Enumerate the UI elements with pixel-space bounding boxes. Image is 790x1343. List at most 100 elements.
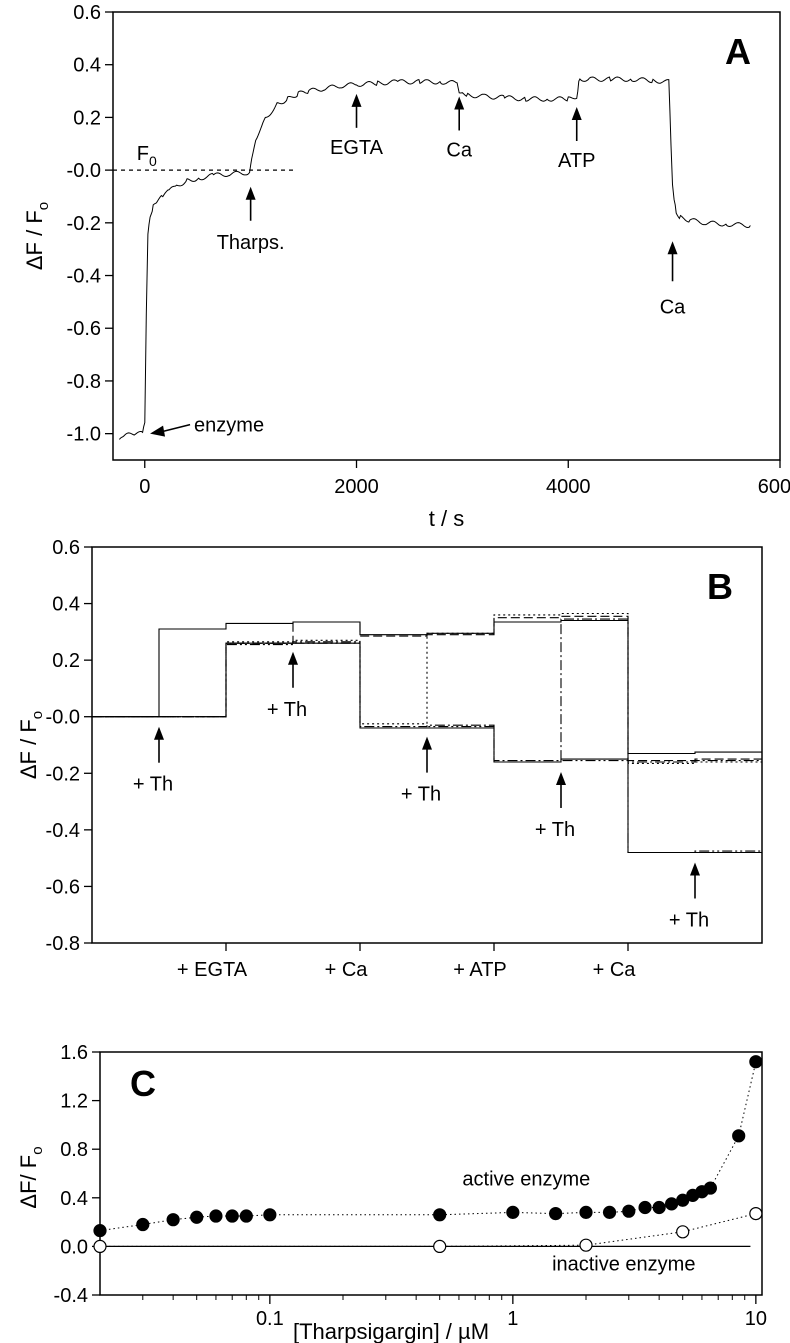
y-tick-label: -1.0: [67, 424, 101, 446]
y-tick-label: 0.4: [73, 55, 101, 77]
x-tick-label: 1: [507, 1308, 518, 1330]
annotation-th-1: + Th: [133, 774, 173, 796]
panel-label: A: [725, 31, 751, 72]
y-axis-title-subscript: o: [29, 1146, 46, 1154]
y-tick-label: -0.0: [46, 707, 80, 729]
series-label-active-enzyme: active enzyme: [462, 1169, 590, 1191]
y-tick-label: -0.2: [46, 763, 80, 785]
y-axis-title: ΔF / Fo: [16, 711, 46, 779]
reference-line-label: F0: [137, 143, 157, 169]
annotation-ca-1-arrow-head: [454, 96, 465, 110]
active-enzyme-point: [263, 1208, 277, 1222]
x-tick-label: + Ca: [593, 959, 637, 981]
x-tick-label: 6000: [758, 476, 790, 498]
y-axis-title-subscript: o: [29, 711, 46, 719]
x-tick-label: 4000: [546, 476, 591, 498]
annotation-enzyme-head: [150, 425, 166, 437]
y-tick-label: 0.6: [52, 537, 80, 559]
annotation-tharps-arrow-head: [245, 186, 256, 200]
active-enzyme-point: [664, 1197, 679, 1211]
active-enzyme-point: [732, 1129, 746, 1143]
annotation-th-2: + Th: [267, 699, 307, 721]
inactive-enzyme-point: [676, 1225, 690, 1239]
annotation-ca-2: Ca: [660, 296, 686, 318]
annotation-th-5-arrow-head: [690, 862, 700, 876]
plot-frame: [112, 11, 781, 461]
x-tick-label: 0: [139, 476, 150, 498]
y-tick-label: 1.2: [60, 1091, 88, 1113]
annotation-th-1-arrow-head: [154, 726, 164, 740]
y-tick-label: -0.2: [67, 213, 101, 235]
x-tick-label: 10: [745, 1308, 767, 1330]
y-axis-title: ΔF/ Fo: [16, 1146, 46, 1208]
y-tick-label: -0.6: [67, 318, 101, 340]
annotation-egta: EGTA: [330, 137, 384, 159]
annotation-ca-1: Ca: [446, 139, 472, 161]
y-tick-label: -0.6: [46, 876, 80, 898]
panel-label: B: [707, 566, 733, 607]
y-tick-label: -0.8: [46, 933, 80, 955]
active-enzyme-point: [703, 1181, 717, 1195]
x-tick-label: + Ca: [325, 959, 369, 981]
annotation-egta-arrow-head: [351, 93, 362, 107]
y-tick-label: -0.0: [67, 160, 101, 182]
active-enzyme-point: [506, 1205, 520, 1219]
series-trace-6: [92, 642, 762, 854]
annotation-th-4-arrow-head: [556, 771, 566, 785]
y-axis-title-main: ΔF / F: [16, 719, 41, 779]
y-tick-label: 0.4: [52, 594, 80, 616]
active-enzyme-point: [93, 1224, 107, 1238]
x-tick-label: 0.1: [256, 1308, 284, 1330]
active-enzyme-point: [652, 1200, 666, 1215]
y-tick-label: -0.4: [54, 1285, 88, 1307]
active-enzyme-point: [190, 1210, 204, 1224]
panel-a: 0.6 0.4 0.2 -0.0 -0.2 -0.4 -0.6 -0.8 -1.0 0 2000 40…: [22, 2, 790, 531]
y-tick-label: -0.4: [67, 266, 101, 288]
panel-label: C: [130, 1063, 156, 1104]
active-enzyme-point: [433, 1208, 447, 1222]
y-tick-label: 0.6: [73, 2, 101, 24]
active-enzyme-point: [239, 1209, 253, 1223]
active-enzyme-point: [749, 1055, 763, 1069]
x-axis-title: t / s: [429, 506, 464, 531]
active-enzyme-point: [549, 1206, 563, 1221]
inactive-enzyme-point: [749, 1206, 763, 1221]
annotation-th-3-arrow-head: [422, 736, 432, 750]
active-enzyme-point: [638, 1200, 652, 1215]
annotation-tharps: Tharps.: [217, 232, 285, 254]
annotation-atp: ATP: [558, 150, 595, 172]
active-enzyme-point: [136, 1217, 150, 1232]
y-tick-label: 1.6: [60, 1042, 88, 1064]
panel-c: 1.6 1.2 0.8 0.4 0.0 -0.4 0.1 1 10 [Tharpsigargin]…: [16, 1042, 767, 1343]
active-enzyme-point: [602, 1205, 617, 1219]
x-tick-label: + ATP: [453, 959, 507, 981]
y-tick-label: 0.4: [60, 1188, 88, 1210]
annotation-th-2-arrow-head: [288, 651, 298, 665]
inactive-enzyme-point: [93, 1239, 107, 1254]
panel-b: 0.6 0.4 0.2 -0.0 -0.2 -0.4 -0.6 -0.8 + EGTA + Ca +…: [16, 537, 763, 981]
active-enzyme-point: [209, 1209, 223, 1223]
annotation-th-5: + Th: [669, 909, 709, 931]
y-axis-title-main: ΔF/ F: [16, 1155, 41, 1209]
y-tick-label: 0.0: [60, 1236, 88, 1258]
y-tick-label: 0.2: [73, 107, 101, 129]
annotation-th-3: + Th: [401, 784, 441, 806]
active-enzyme-point: [622, 1204, 636, 1218]
fluorescence-trace: [119, 76, 751, 440]
active-enzyme-point: [225, 1209, 239, 1223]
x-tick-label: 2000: [334, 476, 379, 498]
plot-frame: [91, 546, 763, 944]
reference-line-label-main: F: [137, 143, 149, 165]
inactive-enzyme-point: [579, 1238, 593, 1252]
y-tick-label: -0.8: [67, 371, 101, 393]
y-axis-title-main: ΔF / F: [22, 210, 47, 270]
active-enzyme-point: [166, 1213, 180, 1227]
annotation-enzyme: enzyme: [194, 415, 264, 437]
y-axis-title: ΔF / Fo: [22, 202, 52, 270]
annotation-enzyme-shaft: [161, 423, 191, 433]
annotation-th-4: + Th: [535, 819, 575, 841]
y-tick-label: 0.2: [52, 650, 80, 672]
y-tick-label: 0.8: [60, 1139, 88, 1161]
y-axis-title-subscript: o: [35, 202, 52, 210]
